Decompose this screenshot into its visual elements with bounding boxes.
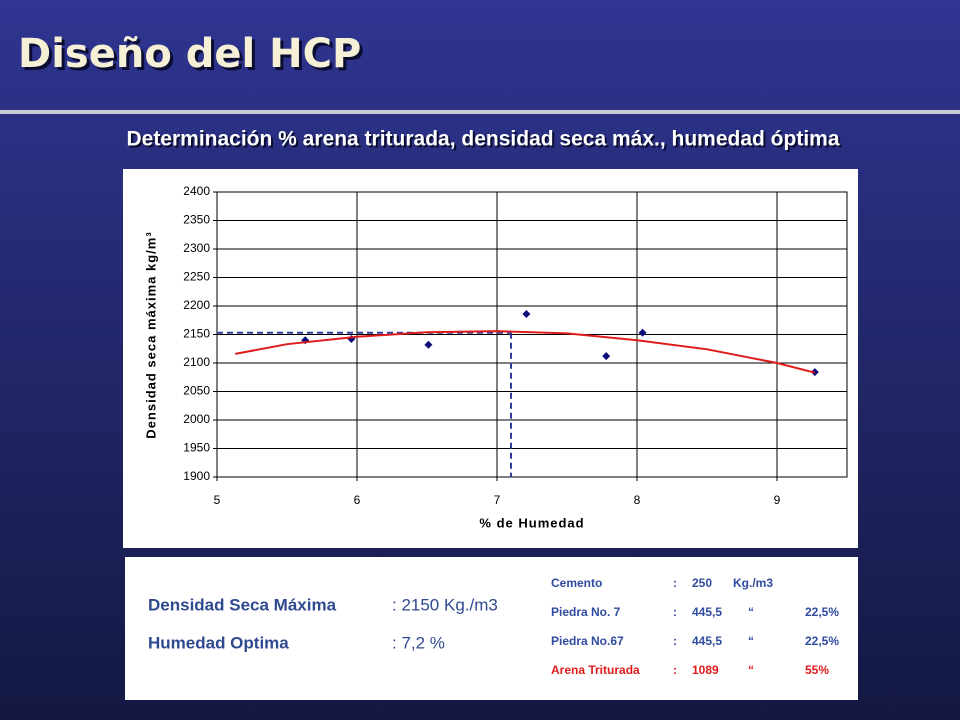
- data-point: [522, 309, 531, 318]
- y-axis-label: Densidad seca máxima kg/m³: [143, 231, 158, 438]
- mix-cell: Piedra No. 7: [551, 605, 621, 619]
- subtitle: Determinación % arena triturada, densida…: [126, 128, 839, 151]
- y-tick-label: 2000: [183, 412, 210, 426]
- info-panel: [125, 557, 858, 700]
- mix-cell: “: [748, 663, 754, 677]
- mix-cell: 1089: [692, 663, 719, 677]
- y-tick-label: 2250: [183, 270, 210, 284]
- mix-cell: Piedra No.67: [551, 634, 624, 648]
- mix-cell: 445,5: [692, 634, 722, 648]
- y-tick-label: 2150: [183, 327, 210, 341]
- y-tick-label: 1950: [183, 441, 210, 455]
- y-tick-label: 2100: [183, 355, 210, 369]
- data-point: [638, 328, 647, 337]
- summary-value: : 7,2 %: [392, 633, 445, 652]
- data-point: [602, 352, 611, 361]
- x-tick-label: 9: [774, 493, 781, 507]
- mix-cell: 250: [692, 576, 712, 590]
- x-tick-label: 5: [214, 493, 221, 507]
- x-tick-label: 7: [494, 493, 501, 507]
- divider: [0, 110, 960, 114]
- mix-cell: 22,5%: [805, 634, 839, 648]
- mix-cell: :: [673, 634, 677, 648]
- mix-cell: :: [673, 576, 677, 590]
- mix-cell: 55%: [805, 663, 829, 677]
- y-tick-label: 2050: [183, 384, 210, 398]
- y-tick-label: 2200: [183, 298, 210, 312]
- mix-cell: :: [673, 605, 677, 619]
- trend-line: [235, 330, 816, 374]
- summary-label: Humedad Optima: [148, 633, 289, 652]
- mix-cell: “: [748, 605, 754, 619]
- mix-cell: 445,5: [692, 605, 722, 619]
- chart-panel: [123, 169, 858, 548]
- mix-cell: :: [673, 663, 677, 677]
- y-tick-label: 2400: [183, 184, 210, 198]
- y-tick-label: 2300: [183, 241, 210, 255]
- slide-title: Diseño del HCP: [18, 31, 361, 77]
- y-tick-label: 1900: [183, 469, 210, 483]
- summary-label: Densidad Seca Máxima: [148, 595, 337, 614]
- data-point: [424, 340, 433, 349]
- mix-cell: Arena Triturada: [551, 663, 640, 677]
- mix-cell: Cemento: [551, 576, 602, 590]
- mix-cell: “: [748, 634, 754, 648]
- x-tick-label: 8: [634, 493, 641, 507]
- plot-frame: [216, 191, 848, 478]
- x-tick-label: 6: [354, 493, 361, 507]
- summary-value: : 2150 Kg./m3: [392, 595, 498, 614]
- mix-cell: 22,5%: [805, 605, 839, 619]
- mix-cell: Kg./m3: [733, 576, 773, 590]
- y-tick-label: 2350: [183, 213, 210, 227]
- x-axis-label: % de Humedad: [479, 515, 584, 530]
